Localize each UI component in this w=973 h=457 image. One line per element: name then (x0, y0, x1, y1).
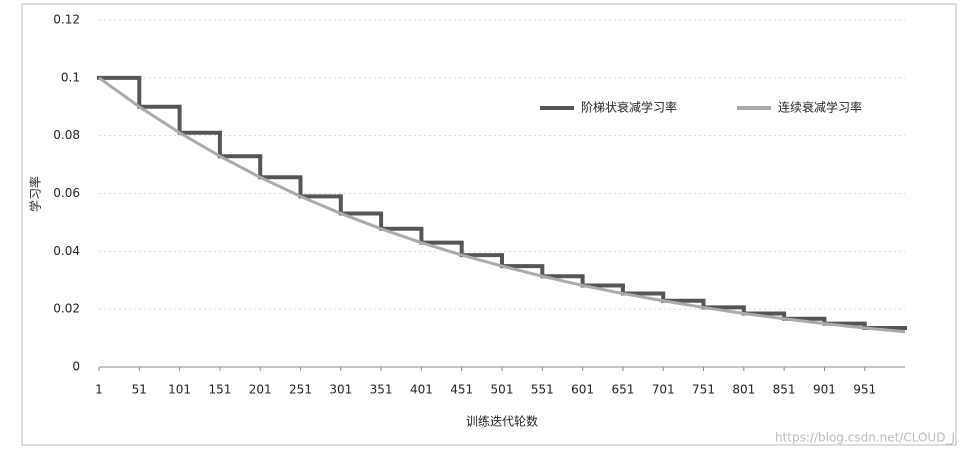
y-tick-label: 0 (72, 360, 80, 374)
x-tick-label: 501 (491, 383, 514, 397)
x-tick-label: 551 (531, 383, 554, 397)
y-tick-label: 0.12 (53, 13, 80, 27)
x-tick-label: 801 (732, 383, 755, 397)
x-tick-label: 901 (813, 383, 836, 397)
line-series (98, 76, 906, 334)
x-tick-label: 451 (450, 383, 473, 397)
legend-label: 连续衰减学习率 (778, 100, 862, 115)
x-tick-label: 751 (692, 383, 715, 397)
x-tick-label: 851 (773, 383, 796, 397)
y-tick-label: 0.08 (53, 128, 80, 142)
chart-border (21, 3, 957, 446)
x-tick-label: 1 (95, 383, 103, 397)
x-tick-label: 51 (132, 383, 147, 397)
y-tick-label: 0.02 (53, 302, 80, 316)
watermark: https://blog.csdn.net/CLOUD_J (775, 431, 955, 445)
x-tick-label: 151 (208, 383, 231, 397)
x-tick-label: 651 (611, 383, 634, 397)
x-tick-label: 701 (652, 383, 675, 397)
y-tick-label: 0.06 (53, 186, 80, 200)
y-tick-label: 0.1 (61, 70, 80, 84)
x-tick-label: 201 (249, 383, 272, 397)
x-tick-label: 601 (571, 383, 594, 397)
x-tick-label: 301 (329, 383, 352, 397)
y-tick-label: 0.04 (53, 244, 80, 258)
legend-label: 阶梯状衰减学习率 (581, 100, 677, 115)
x-tick-label: 101 (168, 383, 191, 397)
x-tick-label: 951 (853, 383, 876, 397)
x-axis-label: 训练迭代轮数 (466, 414, 538, 429)
y-axis-label: 学习率 (28, 176, 43, 212)
x-tick-label: 251 (289, 383, 312, 397)
x-tick-label: 351 (370, 383, 393, 397)
x-tick-label: 401 (410, 383, 433, 397)
